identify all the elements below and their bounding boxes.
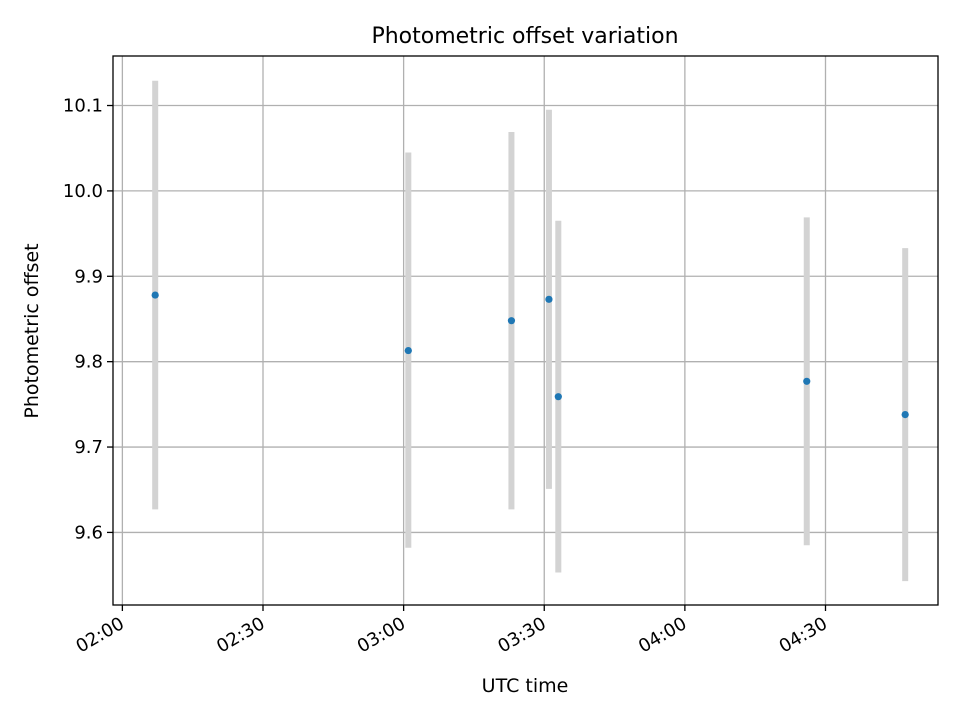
grid [113,56,938,605]
data-point [507,317,516,325]
y-tick-label: 9.6 [74,522,103,543]
x-axis-label: UTC time [482,675,569,697]
y-axis-ticks: 9.6 9.7 9.8 9.9 10.0 10.1 [63,96,113,543]
data-point [545,295,553,303]
data-point [404,346,412,355]
data-point [901,411,909,419]
y-axis-label: Photometric offset [21,243,43,418]
data-points [151,291,909,419]
y-tick-label: 9.9 [74,266,103,287]
plot-frame [112,55,939,606]
data-point [554,393,562,401]
y-tick-label: 9.8 [74,352,103,373]
y-tick-label: 9.7 [74,437,103,458]
y-tick-label: 10.0 [63,181,103,202]
data-point [803,377,811,385]
data-point [151,291,159,299]
chart-title: Photometric offset variation [371,24,678,49]
y-tick-label: 10.1 [63,96,103,117]
